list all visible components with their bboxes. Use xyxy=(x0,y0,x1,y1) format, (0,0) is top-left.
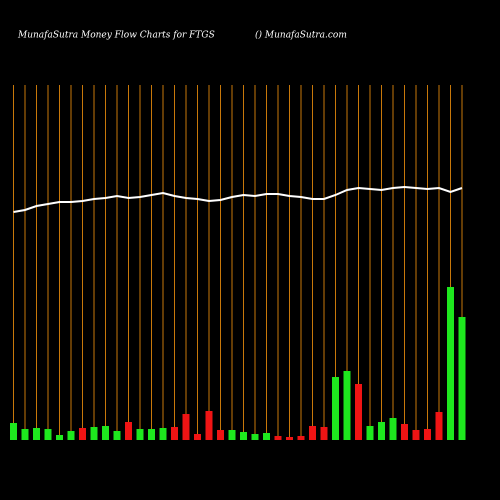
bar xyxy=(320,427,328,440)
bar xyxy=(125,422,132,440)
bar xyxy=(343,371,351,440)
bar xyxy=(102,426,109,440)
bar xyxy=(159,428,167,440)
bar xyxy=(113,431,121,440)
bar xyxy=(205,411,213,440)
bar xyxy=(136,429,144,440)
bar xyxy=(263,433,270,440)
chart-title: MunafaSutra Money Flow Charts for FTGS xyxy=(17,31,215,41)
bar xyxy=(355,384,362,440)
bar xyxy=(194,434,201,440)
bar xyxy=(424,429,431,440)
bar xyxy=(79,428,86,440)
bar xyxy=(228,430,236,440)
bar xyxy=(447,287,454,440)
bar xyxy=(10,423,17,440)
bar xyxy=(435,412,443,440)
bar xyxy=(389,418,397,440)
line xyxy=(13,185,463,213)
bar xyxy=(366,426,374,440)
bar xyxy=(297,436,305,440)
bar xyxy=(90,427,98,440)
bar xyxy=(33,428,40,440)
bar xyxy=(274,436,282,440)
bar xyxy=(309,426,316,440)
bar xyxy=(182,414,190,440)
bar xyxy=(412,430,420,440)
bar xyxy=(148,429,155,440)
bar xyxy=(332,377,339,440)
bar xyxy=(401,424,408,440)
bar xyxy=(171,427,178,440)
bar xyxy=(217,430,224,440)
bar xyxy=(56,435,63,440)
bar xyxy=(240,432,247,440)
bar xyxy=(44,429,52,440)
bar xyxy=(251,434,259,440)
bar xyxy=(21,429,29,440)
bar xyxy=(378,422,385,440)
chart-subtitle: () MunafaSutra.com xyxy=(255,30,347,41)
bar xyxy=(458,317,466,440)
bar xyxy=(286,437,293,440)
bar xyxy=(67,431,75,440)
